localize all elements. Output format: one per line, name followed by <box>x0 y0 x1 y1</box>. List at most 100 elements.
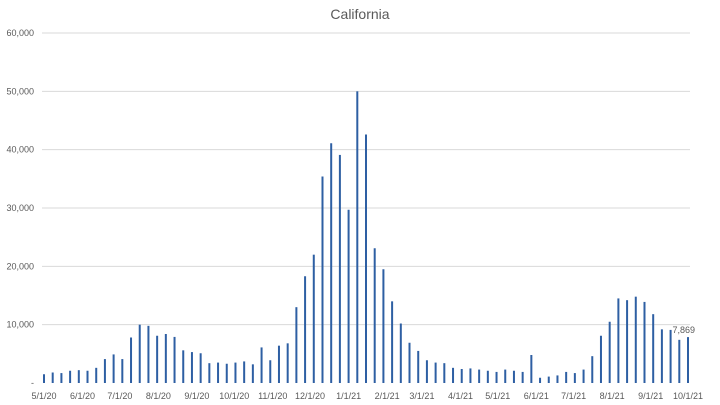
y-tick-label: 60,000 <box>6 28 34 38</box>
bar <box>608 321 611 383</box>
x-tick-label: 11/1/20 <box>258 391 287 401</box>
bar <box>434 362 437 383</box>
x-tick-label: 2/1/21 <box>375 391 400 401</box>
bar <box>251 364 254 383</box>
bar <box>321 176 324 383</box>
x-tick-label: 7/1/21 <box>561 391 586 401</box>
bar <box>286 343 289 383</box>
x-tick-label: 8/1/21 <box>600 391 625 401</box>
bar <box>164 334 167 383</box>
bar <box>138 324 141 383</box>
bar <box>425 360 428 383</box>
bar <box>130 337 133 383</box>
bar <box>643 301 646 383</box>
bar <box>43 374 45 383</box>
bar <box>86 370 89 383</box>
bar <box>556 375 559 383</box>
bar <box>582 369 585 383</box>
data-labels: 7,869 <box>672 325 695 335</box>
bar <box>338 154 341 383</box>
y-tick-label: 20,000 <box>6 261 34 271</box>
bar <box>504 369 507 383</box>
x-tick-label: 10/1/20 <box>219 391 249 401</box>
bar <box>173 336 176 383</box>
bar <box>95 367 98 383</box>
bar <box>652 314 655 383</box>
bar <box>591 356 594 383</box>
bar <box>452 367 455 383</box>
bar <box>469 368 472 383</box>
x-tick-label: 7/1/20 <box>107 391 132 401</box>
bar <box>243 361 246 383</box>
x-tick-label: 3/1/21 <box>409 391 434 401</box>
bar <box>443 363 446 383</box>
x-tick-label: 9/1/21 <box>638 391 663 401</box>
bar <box>565 371 568 383</box>
bar <box>391 301 394 383</box>
x-tick-label: 5/1/20 <box>31 391 56 401</box>
bar <box>295 307 298 383</box>
bar <box>512 370 515 383</box>
bar <box>121 359 124 383</box>
bar <box>312 254 315 383</box>
bar <box>330 143 333 383</box>
bar <box>408 342 411 383</box>
chart-title: California <box>330 6 390 22</box>
bar <box>190 352 193 383</box>
x-tick-label: 1/1/21 <box>336 391 361 401</box>
bar <box>382 269 385 383</box>
bar <box>669 329 672 383</box>
x-tick-label: 8/1/20 <box>146 391 171 401</box>
bar <box>51 372 54 383</box>
bar <box>269 360 272 383</box>
x-tick-label: 12/1/20 <box>295 391 325 401</box>
bar <box>417 350 420 383</box>
bar <box>60 373 63 383</box>
bar <box>234 362 237 383</box>
y-tick-label: 10,000 <box>6 320 34 330</box>
bar <box>356 91 359 383</box>
x-tick-label: 10/1/21 <box>673 391 703 401</box>
x-tick-label: 6/1/21 <box>524 391 549 401</box>
x-tick-label: 5/1/21 <box>485 391 510 401</box>
bar <box>521 371 524 383</box>
y-tick-label: 40,000 <box>6 145 34 155</box>
x-axis-ticks: 5/1/20 6/1/20 7/1/20 8/1/20 9/1/20 10/1/20 11/… <box>31 391 703 401</box>
bar <box>225 363 228 383</box>
bars <box>43 91 689 383</box>
bar <box>208 363 211 383</box>
bar <box>599 335 602 383</box>
y-tick-label: 30,000 <box>6 203 34 213</box>
bar <box>539 377 542 383</box>
bar <box>495 371 498 383</box>
bar <box>626 300 629 383</box>
bar <box>199 353 202 383</box>
bar <box>277 345 280 383</box>
bar <box>373 248 376 383</box>
bar <box>182 350 185 383</box>
bar <box>678 339 681 383</box>
bar <box>660 329 663 383</box>
x-tick-label: 6/1/20 <box>70 391 95 401</box>
bar <box>103 359 106 383</box>
y-tick-label: 50,000 <box>6 86 34 96</box>
bar <box>156 335 159 383</box>
bar <box>77 370 80 383</box>
y-axis-ticks: - 10,000 20,000 30,000 40,000 50,000 60,000 <box>6 28 34 388</box>
bar <box>634 296 637 383</box>
bar <box>478 369 481 383</box>
data-label: 7,869 <box>672 325 695 335</box>
bar <box>687 337 689 383</box>
bar <box>147 325 150 383</box>
x-tick-label: 4/1/21 <box>448 391 473 401</box>
bar <box>347 209 350 383</box>
bar <box>112 354 115 383</box>
bar <box>217 362 220 383</box>
bar <box>260 347 263 383</box>
x-tick-label: 9/1/20 <box>184 391 209 401</box>
bar <box>304 276 307 383</box>
bar <box>69 370 72 383</box>
bar <box>460 369 463 383</box>
